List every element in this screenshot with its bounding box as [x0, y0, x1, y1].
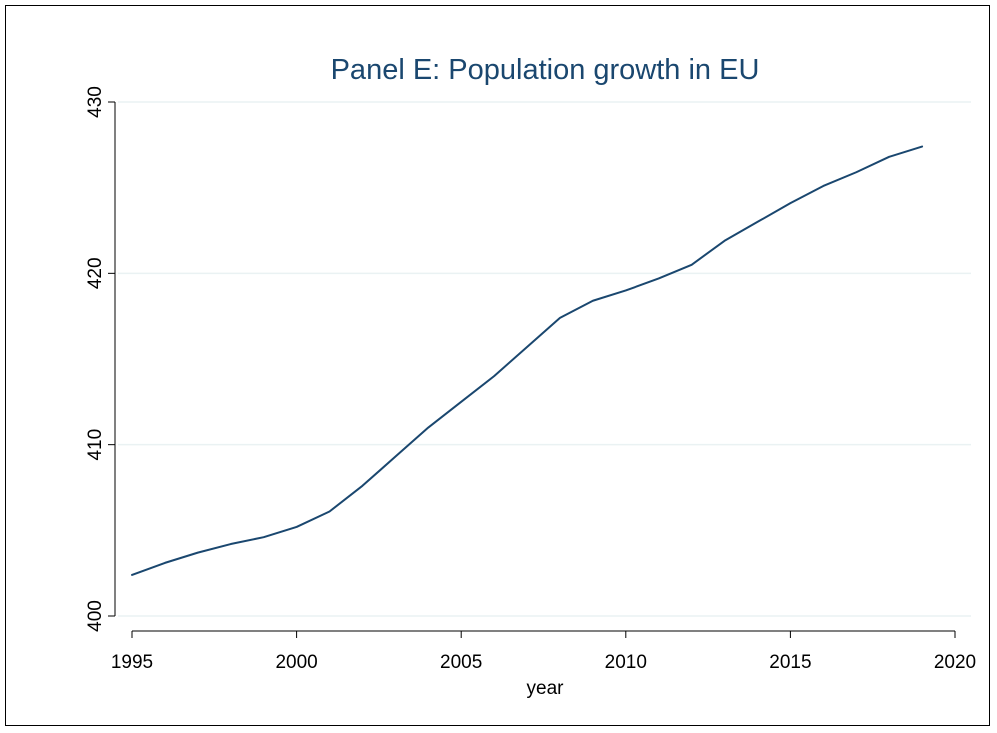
x-tick-label: 2005 — [440, 652, 482, 673]
x-tick-label: 2010 — [605, 652, 647, 673]
y-tick-label: 410 — [85, 429, 106, 461]
x-tick-label: 2000 — [275, 652, 317, 673]
data-point — [855, 171, 857, 173]
data-point — [822, 185, 824, 187]
data-point — [263, 536, 265, 538]
data-point — [230, 543, 232, 545]
x-axis-label: year — [527, 678, 565, 699]
series-line — [131, 145, 924, 576]
y-tick-label: 400 — [85, 600, 106, 632]
series-layer — [131, 145, 924, 576]
chart-title: Panel E: Population growth in EU — [331, 54, 760, 86]
data-point — [756, 221, 758, 223]
x-tick-label: 1995 — [111, 652, 153, 673]
axes: 400 410 420 430 1995 2000 2005 2010 2015 2020 — [85, 86, 976, 673]
x-tick-label: 2015 — [769, 652, 811, 673]
data-point — [724, 240, 726, 242]
data-point — [625, 289, 627, 291]
data-point — [691, 264, 693, 266]
data-point — [493, 375, 495, 377]
data-point — [197, 552, 199, 554]
data-point — [460, 401, 462, 403]
data-point — [526, 346, 528, 348]
data-point — [789, 202, 791, 204]
figure-frame — [5, 5, 990, 726]
grid-lines — [118, 101, 971, 617]
data-point — [921, 146, 923, 148]
data-point — [559, 317, 561, 319]
data-point — [394, 456, 396, 458]
data-point — [658, 277, 660, 279]
data-point — [592, 300, 594, 302]
data-point — [427, 427, 429, 429]
data-point — [164, 562, 166, 564]
y-tick-label: 430 — [85, 86, 106, 118]
x-tick-label: 2020 — [934, 652, 976, 673]
data-point — [361, 485, 363, 487]
data-point — [296, 526, 298, 528]
data-point — [329, 510, 331, 512]
y-tick-label: 420 — [85, 257, 106, 289]
data-point — [888, 156, 890, 158]
data-point — [131, 574, 133, 576]
